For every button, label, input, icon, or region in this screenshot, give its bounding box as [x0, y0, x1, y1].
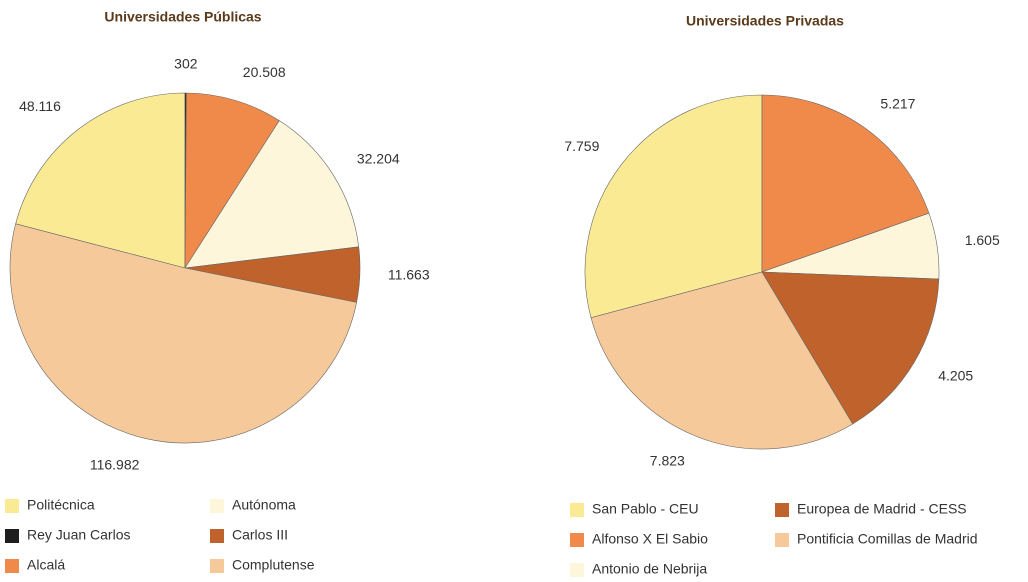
- legend-swatch: [210, 559, 224, 573]
- pie-slice: [15, 92, 186, 269]
- data-label: 7.823: [650, 453, 685, 469]
- pie-slice: [590, 271, 854, 450]
- legend-label: Autónoma: [232, 497, 296, 513]
- chart-title: Universidades Públicas: [104, 9, 261, 25]
- legend-swatch: [775, 533, 789, 547]
- data-label: 1.605: [965, 232, 1000, 248]
- legend-label: Politécnica: [27, 497, 95, 513]
- data-label: 48.116: [19, 98, 61, 114]
- legend-swatch: [5, 499, 19, 513]
- legend-swatch: [775, 503, 789, 517]
- chart-title: Universidades Privadas: [686, 13, 844, 29]
- legend-label: Europea de Madrid - CESS: [797, 501, 967, 517]
- legend-swatch: [5, 529, 19, 543]
- legend-label: Alcalá: [27, 557, 65, 573]
- legend-label: Antonio de Nebrija: [592, 561, 707, 577]
- legend-label: Carlos III: [232, 527, 288, 543]
- legend-label: Rey Juan Carlos: [27, 527, 131, 543]
- legend-label: Complutense: [232, 557, 315, 573]
- data-label: 7.759: [564, 138, 599, 154]
- pie-slice: [761, 271, 940, 425]
- data-label: 5.217: [880, 95, 915, 111]
- legend-swatch: [570, 533, 584, 547]
- data-label: 32.204: [357, 151, 400, 167]
- legend-swatch: [5, 559, 19, 573]
- legend-swatch: [210, 499, 224, 513]
- legend-label: Pontificia Comillas de Madrid: [797, 531, 978, 547]
- legend-swatch: [570, 563, 584, 577]
- data-label: 4.205: [938, 367, 973, 383]
- legend-swatch: [210, 529, 224, 543]
- data-label: 20.508: [243, 64, 286, 80]
- legend-swatch: [570, 503, 584, 517]
- pie-slice: [9, 223, 357, 444]
- data-label: 116.982: [90, 457, 140, 473]
- pie-slice: [584, 94, 763, 319]
- data-label: 11.663: [388, 266, 430, 282]
- data-label: 302: [174, 56, 198, 72]
- pie-slice: [184, 120, 360, 269]
- pie-slice: [184, 92, 280, 270]
- legend-label: San Pablo - CEU: [592, 501, 699, 517]
- legend-label: Alfonso X El Sabio: [592, 531, 708, 547]
